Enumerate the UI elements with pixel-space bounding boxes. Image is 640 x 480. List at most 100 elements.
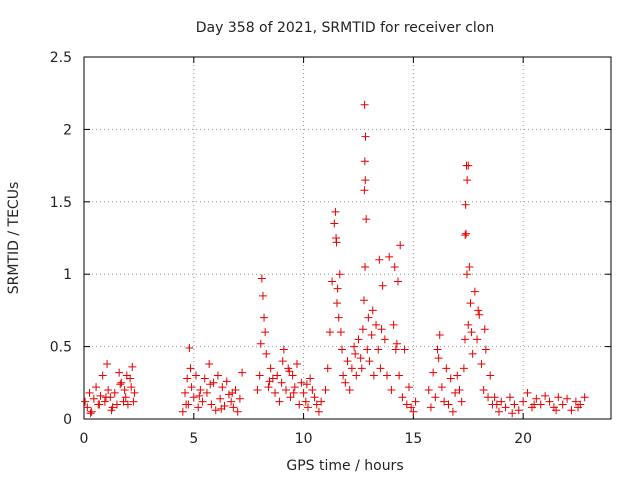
data-point: [407, 403, 416, 412]
data-point: [299, 388, 308, 397]
data-point: [383, 371, 392, 380]
data-point: [390, 262, 399, 271]
data-point: [462, 161, 471, 170]
data-point: [277, 378, 286, 387]
data-point: [385, 252, 394, 261]
data-point: [229, 403, 238, 412]
data-point: [477, 359, 486, 368]
grid-lines: [84, 57, 611, 419]
x-tick-labels: 0 5 10 15 20: [80, 431, 533, 447]
data-point: [275, 397, 284, 406]
data-point: [117, 378, 126, 387]
y-tick-label: 0.5: [50, 340, 72, 356]
data-point: [411, 397, 420, 406]
data-point: [475, 310, 484, 319]
data-point: [128, 362, 137, 371]
data-point: [265, 377, 274, 386]
data-point: [258, 291, 267, 300]
data-point: [347, 364, 356, 373]
y-tick-label: 2: [63, 122, 72, 138]
data-point: [402, 400, 411, 409]
data-point: [119, 397, 128, 406]
data-point: [200, 374, 209, 383]
data-point: [321, 386, 330, 395]
data-point: [409, 407, 418, 416]
data-point: [325, 328, 334, 337]
data-point: [365, 357, 374, 366]
data-point: [332, 299, 341, 308]
data-point: [235, 394, 244, 403]
data-point: [387, 386, 396, 395]
data-point: [356, 354, 365, 363]
data-point: [314, 407, 323, 416]
data-point: [233, 407, 242, 416]
data-point: [394, 277, 403, 286]
data-point: [474, 306, 483, 315]
data-point: [345, 386, 354, 395]
data-point: [462, 270, 471, 279]
data-point: [466, 299, 475, 308]
data-point: [185, 344, 194, 353]
data-point: [222, 377, 231, 386]
data-point: [261, 328, 270, 337]
data-point: [207, 400, 216, 409]
data-point: [115, 368, 124, 377]
data-point: [574, 403, 583, 412]
data-point: [285, 367, 294, 376]
data-point: [563, 394, 572, 403]
data-point: [479, 386, 488, 395]
data-point: [514, 406, 523, 415]
data-point: [361, 132, 370, 141]
data-point: [481, 345, 490, 354]
data-point: [369, 371, 378, 380]
data-point: [554, 393, 563, 402]
axis-ticks: [83, 56, 611, 420]
data-point: [87, 407, 96, 416]
data-point: [429, 368, 438, 377]
data-point: [336, 328, 345, 337]
data-point: [95, 400, 104, 409]
data-point: [256, 339, 265, 348]
x-tick-label: 20: [514, 431, 532, 447]
data-point: [433, 345, 442, 354]
data-point: [351, 349, 360, 358]
data-point: [392, 339, 401, 348]
data-point: [323, 364, 332, 373]
data-point: [372, 320, 381, 329]
data-point: [343, 357, 352, 366]
data-point: [530, 400, 539, 409]
data-point: [292, 359, 301, 368]
data-point: [354, 335, 363, 344]
data-point: [360, 100, 369, 109]
data-point: [532, 394, 541, 403]
data-point: [85, 388, 94, 397]
data-point: [202, 388, 211, 397]
data-point: [468, 349, 477, 358]
data-point: [378, 281, 387, 290]
data-point: [107, 406, 116, 415]
data-point: [194, 403, 203, 412]
data-point: [312, 400, 321, 409]
data-point: [434, 354, 443, 363]
data-point: [486, 371, 495, 380]
data-point: [448, 407, 457, 416]
data-point: [395, 371, 404, 380]
y-tick-labels: 0 0.5 1 1.5 2 2.5: [50, 50, 72, 428]
x-tick-label: 5: [189, 431, 198, 447]
data-point: [361, 262, 370, 271]
data-point: [130, 388, 139, 397]
data-point: [437, 383, 446, 392]
data-point: [459, 364, 468, 373]
data-point: [279, 345, 288, 354]
data-point: [508, 409, 517, 418]
data-point: [213, 371, 222, 380]
data-point: [218, 383, 227, 392]
data-point: [404, 383, 413, 392]
data-point: [501, 403, 510, 412]
data-point: [446, 374, 455, 383]
y-tick-label: 1: [63, 267, 72, 283]
data-point: [505, 393, 514, 402]
data-point: [81, 397, 90, 406]
data-point: [467, 328, 476, 337]
data-point: [295, 400, 304, 409]
